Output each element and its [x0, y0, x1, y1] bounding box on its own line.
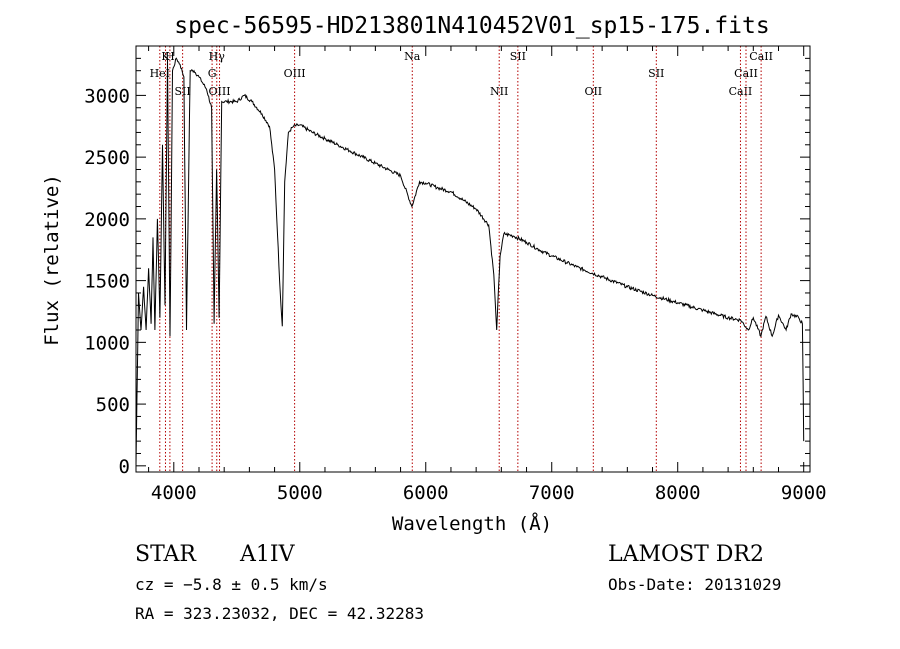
x-tick-label: 4000 [151, 482, 197, 504]
chart-title: spec-56595-HD213801N410452V01_sp15-175.f… [174, 13, 769, 39]
line-marker-label: Na [404, 50, 421, 63]
axes: 4000 5000 6000 7000 8000 9000 0 500 1000 1500 2000… [84, 46, 827, 504]
y-tick-label: 2000 [84, 209, 130, 231]
survey-name: LAMOST DR2 [608, 542, 764, 567]
spectrum-series [135, 57, 805, 466]
x-tick-label: 7000 [529, 482, 575, 504]
x-tick-label: 6000 [403, 482, 449, 504]
line-markers: HeI KH SII G Hγ OIII OIII Na NII SII OII SII CaII CaI… [150, 46, 773, 472]
x-tick-label: 9000 [781, 482, 827, 504]
line-marker-label: CaII [749, 50, 773, 63]
line-marker-label: SII [648, 67, 664, 80]
plot-frame [135, 45, 811, 473]
y-tick-label: 500 [96, 394, 130, 416]
x-tick-label: 5000 [277, 482, 323, 504]
coordinates: RA = 323.23032, DEC = 42.32283 [135, 604, 424, 623]
line-marker-label: K [161, 50, 170, 63]
line-marker-label: HeI [150, 67, 170, 80]
line-marker-label: OIII [208, 85, 230, 98]
y-tick-label: 3000 [84, 85, 130, 107]
y-tick-label: 2500 [84, 147, 130, 169]
obs-date: Obs-Date: 20131029 [608, 575, 781, 594]
line-marker-label: H [165, 50, 175, 63]
line-marker-label: SII [510, 50, 526, 63]
x-tick-label: 8000 [655, 482, 701, 504]
y-tick-label: 0 [119, 456, 130, 478]
line-marker-label: G [208, 67, 217, 80]
spectrum-line [135, 57, 805, 466]
object-subclass: A1IV [239, 542, 296, 567]
line-marker-label: OIII [284, 67, 306, 80]
line-marker-label: OII [584, 85, 602, 98]
y-tick-label: 1000 [84, 332, 130, 354]
object-class: STAR [135, 542, 197, 567]
y-axis-label: Flux (relative) [41, 174, 63, 346]
y-tick-label: 1500 [84, 271, 130, 293]
line-marker-label: NII [490, 85, 508, 98]
redshift-value: cz = −5.8 ± 0.5 km/s [135, 575, 328, 594]
line-marker-label: CaII [729, 85, 753, 98]
line-marker-label: CaII [734, 67, 758, 80]
line-marker-label: Hγ [209, 50, 226, 63]
x-axis-label: Wavelength (Å) [392, 512, 552, 535]
line-marker-label: SII [174, 85, 190, 98]
